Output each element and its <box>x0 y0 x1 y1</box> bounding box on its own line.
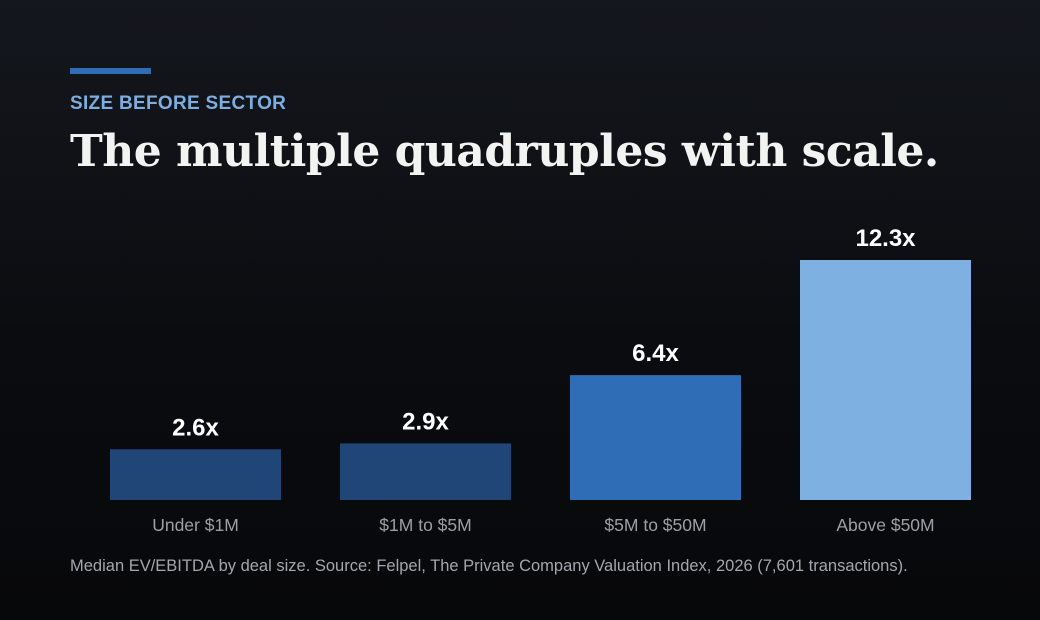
value-label-4: 12.3x <box>855 225 916 252</box>
value-label-3: 6.4x <box>632 340 679 367</box>
category-label-4: Above $50M <box>836 515 934 535</box>
category-label-1: Under $1M <box>152 515 239 535</box>
bar-2 <box>340 443 511 500</box>
bar-1 <box>110 449 281 500</box>
accent-bar <box>70 68 151 74</box>
category-label-2: $1M to $5M <box>379 515 471 535</box>
eyebrow-label: SIZE BEFORE SECTOR <box>70 93 287 114</box>
value-label-1: 2.6x <box>172 414 219 441</box>
bar-3 <box>570 375 741 500</box>
page-title: The multiple quadruples with scale. <box>70 126 939 177</box>
category-label-3: $5M to $50M <box>604 515 706 535</box>
value-label-2: 2.9x <box>402 408 449 435</box>
chart-footnote: Median EV/EBITDA by deal size. Source: F… <box>70 557 908 575</box>
bar-4 <box>800 260 971 500</box>
